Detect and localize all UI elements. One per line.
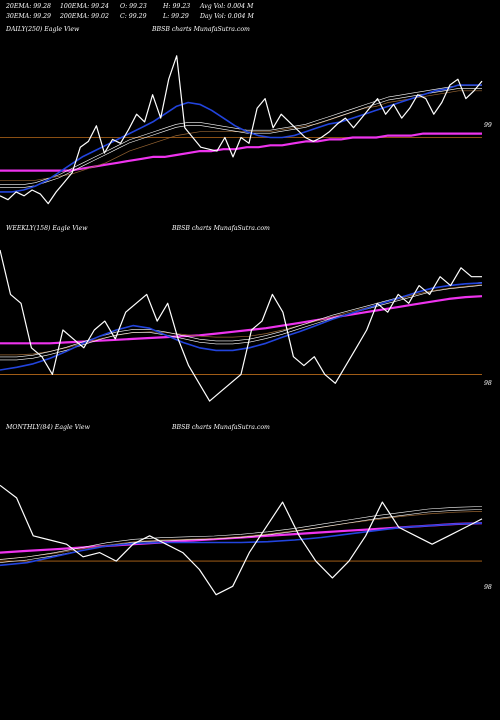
daily-axis-label: 99 — [484, 122, 492, 129]
price-series-line — [0, 55, 483, 205]
stat-ema30: 30EMA: 99.29 — [6, 13, 51, 20]
weekly-panel — [0, 249, 483, 402]
monthly-title: MONTHLY(84) Eagle View — [6, 424, 90, 431]
stat-avgvol: Avg Vol: 0.004 M — [200, 3, 254, 10]
stat-ema100: 100EMA: 99.24 — [60, 3, 109, 10]
ema-mid1-series-line — [0, 506, 483, 560]
stat-high: H: 99.23 — [163, 3, 191, 10]
ema-slow-series-line — [0, 295, 483, 345]
monthly-panel — [0, 484, 483, 596]
ema-mid2-series-line — [0, 90, 482, 181]
price-series-line — [0, 484, 483, 596]
stat-dayvol: Day Vol: 0.004 M — [200, 13, 254, 20]
daily-title: DAILY(250) Eagle View — [6, 26, 80, 33]
ema-mid1-series-line — [0, 509, 483, 563]
stat-open: O: 99.23 — [120, 3, 147, 10]
ema-fast-series-line — [0, 84, 482, 193]
ema-slow-series-line — [0, 132, 482, 172]
monthly-axis-label: 98 — [484, 584, 492, 591]
ema-mid1-series-line — [0, 88, 482, 188]
ema-mid1-series-line — [0, 285, 483, 361]
stat-low: L: 99.29 — [163, 13, 189, 20]
weekly-title: WEEKLY(158) Eagle View — [6, 225, 88, 232]
monthly-source: BBSB charts MunafaSutra.com — [172, 424, 270, 431]
stat-close: C: 99.29 — [120, 13, 147, 20]
weekly-source: BBSB charts MunafaSutra.com — [172, 225, 270, 232]
ema-fast-series-line — [0, 522, 483, 567]
daily-source: BBSB charts MunafaSutra.com — [152, 26, 250, 33]
stat-ema20: 20EMA: 99.28 — [6, 3, 51, 10]
price-series-line — [0, 249, 482, 402]
ema-mid1-series-line — [0, 282, 483, 358]
weekly-axis-label: 98 — [484, 380, 492, 387]
daily-panel — [0, 55, 483, 205]
stat-ema200: 200EMA: 99.02 — [60, 13, 109, 20]
ema-mid2-series-line — [0, 511, 483, 560]
